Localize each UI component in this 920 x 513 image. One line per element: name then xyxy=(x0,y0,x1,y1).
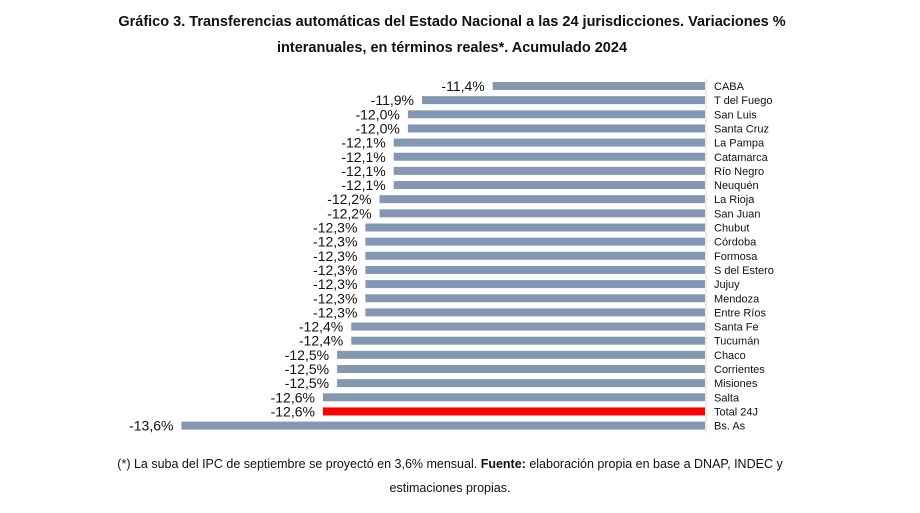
data-label: -12,5% xyxy=(285,347,329,363)
footnote-source-label: Fuente: xyxy=(480,457,526,471)
data-label: -12,1% xyxy=(341,177,385,193)
footnote-source: elaboración propia en base a DNAP, INDEC… xyxy=(525,457,783,471)
bar xyxy=(393,152,705,161)
category-label: CABA xyxy=(714,81,745,93)
category-label: Santa Fe xyxy=(714,322,759,334)
bar xyxy=(322,407,705,416)
bar xyxy=(393,181,705,190)
category-label: Corrientes xyxy=(714,364,765,376)
data-label: -12,4% xyxy=(299,319,343,335)
bar xyxy=(407,110,705,119)
bar xyxy=(351,322,705,331)
bar xyxy=(407,124,705,133)
data-label: -12,3% xyxy=(313,234,357,250)
category-label: T del Fuego xyxy=(714,95,773,107)
category-label: Total 24J xyxy=(714,406,758,418)
footnote-text: (*) La suba del IPC de septiembre se pro… xyxy=(117,457,481,471)
bar xyxy=(365,223,705,232)
bar xyxy=(351,336,705,345)
category-label: La Pampa xyxy=(714,138,765,150)
bar xyxy=(365,251,705,260)
data-label: -12,6% xyxy=(271,403,315,419)
category-label: San Juan xyxy=(714,208,760,220)
chart-title-line1: Gráfico 3. Transferencias automáticas de… xyxy=(118,14,786,30)
data-label: -12,1% xyxy=(341,163,385,179)
category-label: Entre Ríos xyxy=(714,307,766,319)
data-label: -11,4% xyxy=(441,78,484,94)
data-label: -12,2% xyxy=(327,191,371,207)
bar xyxy=(181,421,705,430)
bar xyxy=(379,195,705,204)
data-label: -12,3% xyxy=(313,262,357,278)
category-label: La Rioja xyxy=(714,194,755,206)
category-label: Tucumán xyxy=(714,336,759,348)
category-label: Córdoba xyxy=(714,237,757,249)
data-label: -12,3% xyxy=(313,290,357,306)
footnote-line2: estimaciones propias. xyxy=(389,481,511,495)
data-label: -12,2% xyxy=(327,205,371,221)
category-label: Chaco xyxy=(714,350,746,362)
category-label: Formosa xyxy=(714,251,758,263)
category-label: Santa Cruz xyxy=(714,123,769,135)
data-label: -12,0% xyxy=(355,120,399,136)
category-label: Salta xyxy=(714,392,740,404)
bar xyxy=(337,350,705,359)
bar xyxy=(393,138,705,147)
data-label: -13,6% xyxy=(129,418,173,434)
category-label: Chubut xyxy=(714,223,749,235)
bar xyxy=(492,82,705,90)
data-label: -12,1% xyxy=(341,149,385,165)
data-label: -12,1% xyxy=(341,135,385,151)
category-label: Misiones xyxy=(714,378,758,390)
data-label: -12,6% xyxy=(271,389,315,405)
data-label: -11,9% xyxy=(371,92,414,108)
footnote-line1: (*) La suba del IPC de septiembre se pro… xyxy=(0,457,910,471)
bar xyxy=(393,166,705,175)
bar xyxy=(337,379,705,388)
data-label: -12,3% xyxy=(313,220,357,236)
category-label: San Luis xyxy=(714,109,757,121)
category-label: Catamarca xyxy=(714,152,769,164)
bar xyxy=(365,294,705,303)
data-label: -12,5% xyxy=(285,375,329,391)
bar xyxy=(322,393,705,402)
bar xyxy=(365,280,705,289)
category-label: Mendoza xyxy=(714,293,760,305)
chart-title-line2: interanuales, en términos reales*. Acumu… xyxy=(276,40,628,56)
data-label: -12,3% xyxy=(313,304,357,320)
data-label: -12,3% xyxy=(313,248,357,264)
category-label: Neuquén xyxy=(714,180,759,192)
data-label: -12,5% xyxy=(285,361,329,377)
bar xyxy=(365,265,705,274)
category-label: Bs. As xyxy=(714,421,746,433)
data-label: -12,4% xyxy=(299,333,343,349)
bar xyxy=(337,365,705,373)
category-label: Jujuy xyxy=(714,279,740,291)
bar xyxy=(365,237,705,246)
data-label: -12,3% xyxy=(313,276,357,292)
bar xyxy=(379,209,705,218)
category-label: S del Estero xyxy=(714,265,774,277)
bar xyxy=(365,308,705,317)
category-label: Río Negro xyxy=(714,166,764,178)
data-label: -12,0% xyxy=(355,106,399,122)
bar xyxy=(422,96,705,105)
